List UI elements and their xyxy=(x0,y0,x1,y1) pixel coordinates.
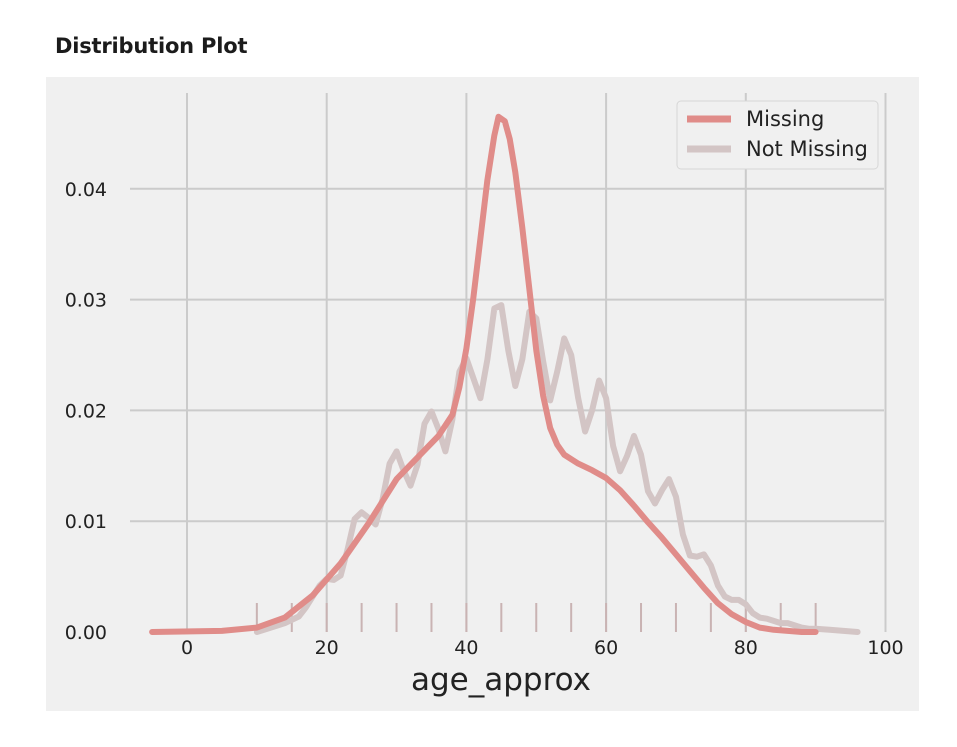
tick-labels: 0 20 40 60 80 100 0.00 0.01 0.02 0.03 0.04 xyxy=(65,179,904,659)
x-axis-label: age_approx xyxy=(411,662,591,698)
series-lines xyxy=(149,113,861,635)
series-line-not-missing xyxy=(253,302,861,635)
legend: Missing Not Missing xyxy=(676,100,879,170)
x-tick-label: 0 xyxy=(181,637,193,659)
x-tick-label: 40 xyxy=(454,637,478,659)
x-tick-label: 100 xyxy=(867,637,903,659)
y-tick-label: 0.03 xyxy=(65,290,107,312)
y-tick-label: 0.01 xyxy=(65,511,107,533)
legend-label-missing: Missing xyxy=(746,107,824,131)
x-tick-label: 60 xyxy=(594,637,618,659)
x-tick-label: 80 xyxy=(734,637,758,659)
y-tick-label: 0.00 xyxy=(65,622,107,644)
grid-lines xyxy=(130,93,887,632)
y-tick-label: 0.02 xyxy=(65,400,107,422)
x-tick-label: 20 xyxy=(315,637,339,659)
y-tick-label: 0.04 xyxy=(65,179,107,201)
page-title: Distribution Plot xyxy=(55,34,248,58)
legend-label-not-missing: Not Missing xyxy=(746,137,868,161)
series-line-missing xyxy=(149,113,819,635)
